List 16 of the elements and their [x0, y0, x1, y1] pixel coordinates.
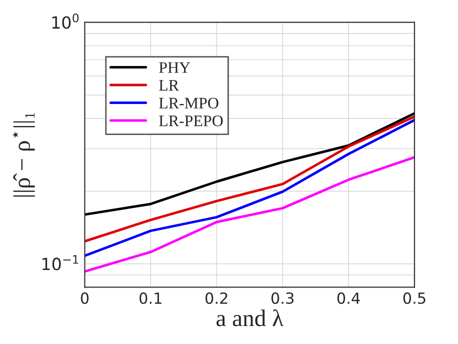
legend-label: LR-PEPO [159, 116, 223, 126]
legend-label: LR-MPO [159, 98, 218, 109]
x-tick-label: 0.4 [337, 292, 360, 304]
x-tick-label: 0.5 [403, 292, 426, 304]
legend-label: LR [159, 80, 179, 91]
x-tick-label: 0 [80, 292, 89, 304]
y-tick-label: 10$^{−1}$ [42, 255, 78, 270]
legend-label: PHY [159, 62, 190, 73]
y-axis-title: ||ρ̂ − ρ$^{⋆}$||₁ [12, 112, 35, 197]
x-tick-label: 0.3 [271, 292, 294, 304]
x-axis-title: a and λ [216, 309, 284, 326]
line-series [84, 156, 414, 273]
y-tick-label: 10$^{0}$ [52, 14, 79, 29]
x-tick-label: 0.1 [140, 292, 162, 304]
line-series [84, 112, 414, 216]
x-tick-label: 0.2 [205, 292, 228, 304]
